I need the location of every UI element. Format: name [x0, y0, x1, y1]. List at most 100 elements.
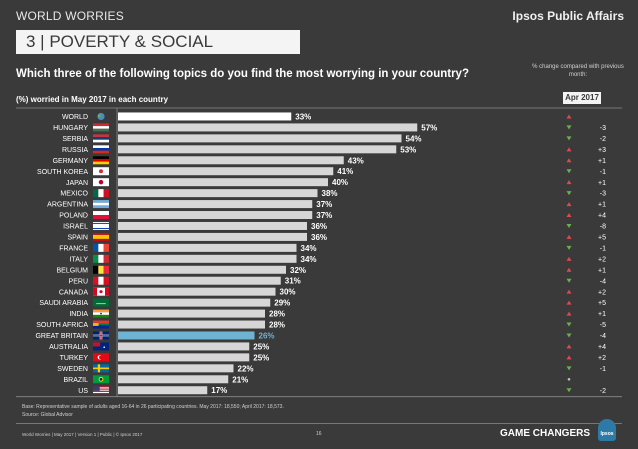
value-label: 53% — [400, 145, 416, 154]
change-label: +5 — [598, 235, 606, 242]
country-label: AUSTRALIA — [49, 344, 88, 351]
change-up-icon — [566, 267, 572, 272]
value-label: 32% — [290, 266, 306, 275]
change-label: +2 — [598, 256, 606, 263]
be-flag-icon — [93, 265, 109, 274]
tagline: GAME CHANGERS — [500, 428, 591, 439]
section-label: WORLD WORRIES — [16, 9, 124, 23]
change-up-icon — [566, 300, 572, 305]
value-label: 38% — [322, 189, 338, 198]
ca-flag-icon — [93, 287, 109, 296]
in-flag-icon — [93, 309, 109, 318]
value-label: 17% — [211, 386, 227, 395]
bar — [118, 364, 234, 373]
bar — [118, 156, 344, 165]
change-label: -3 — [600, 191, 606, 198]
hu-flag-icon — [93, 123, 109, 132]
country-label: US — [78, 388, 88, 395]
source-note: Source: Global Advisor — [22, 412, 73, 418]
bar — [118, 221, 307, 230]
bar — [118, 123, 418, 132]
value-label: 34% — [301, 244, 317, 253]
change-down-icon — [566, 388, 572, 393]
country-label: HUNGARY — [53, 125, 88, 132]
tr-flag-icon — [93, 353, 109, 362]
change-up-icon — [566, 355, 572, 360]
change-label: -1 — [600, 245, 606, 252]
change-down-icon — [566, 278, 572, 283]
bar — [118, 167, 334, 176]
change-label: +1 — [598, 267, 606, 274]
za-flag-icon — [93, 320, 109, 329]
bar — [118, 265, 286, 274]
bar — [118, 386, 208, 395]
change-down-icon — [566, 191, 572, 196]
base-note: Base: Representative sample of adults ag… — [22, 404, 284, 410]
value-label: 28% — [269, 310, 285, 319]
sa-flag-icon — [93, 298, 109, 307]
value-label: 30% — [280, 288, 296, 297]
value-label: 31% — [285, 277, 301, 286]
question-text: Which three of the following topics do y… — [16, 68, 469, 80]
bar — [118, 331, 255, 340]
change-label: +2 — [598, 289, 606, 296]
change-label: -8 — [600, 224, 606, 231]
bar — [118, 276, 281, 285]
value-label: 26% — [259, 331, 275, 340]
brand-name: Ipsos Public Affairs — [512, 9, 624, 23]
value-label: 33% — [295, 112, 311, 121]
il-flag-icon — [93, 221, 109, 230]
country-label: ARGENTINA — [47, 202, 88, 209]
change-label: -2 — [600, 388, 606, 395]
country-label: BELGIUM — [56, 267, 88, 274]
gb-flag-icon — [93, 331, 109, 340]
country-label: INDIA — [69, 311, 88, 318]
change-down-icon — [566, 169, 572, 174]
footer-divider — [16, 423, 622, 424]
kr-flag-icon — [93, 167, 109, 176]
es-flag-icon — [93, 232, 109, 241]
change-down-icon — [566, 125, 572, 130]
value-label: 41% — [337, 167, 353, 176]
change-label: +1 — [598, 158, 606, 165]
it-flag-icon — [93, 254, 109, 263]
change-label: +1 — [598, 202, 606, 209]
value-label: 36% — [311, 222, 327, 231]
rs-flag-icon — [93, 134, 109, 143]
change-up-icon — [566, 180, 572, 185]
change-label: -5 — [600, 322, 606, 329]
value-label: 57% — [421, 123, 437, 132]
change-down-icon — [566, 333, 572, 338]
bar — [118, 309, 265, 318]
mx-flag-icon — [93, 189, 109, 198]
us-flag-icon — [93, 386, 109, 395]
change-flat-icon — [567, 377, 571, 381]
change-up-icon — [566, 234, 572, 239]
change-down-icon — [566, 136, 572, 141]
change-up-icon — [566, 256, 572, 261]
change-up-icon — [566, 213, 572, 218]
change-label: -4 — [600, 333, 606, 340]
change-down-icon — [566, 322, 572, 327]
bar — [118, 353, 250, 362]
bar — [118, 232, 307, 241]
bar — [118, 145, 397, 154]
country-label: CANADA — [59, 289, 89, 296]
country-label: SPAIN — [68, 235, 89, 242]
footer-text: World Worries | May 2017 | Version 1 | P… — [22, 432, 143, 437]
bar — [118, 254, 297, 263]
change-up-icon — [566, 311, 572, 316]
change-up-icon — [566, 289, 572, 294]
period-badge: Apr 2017 — [563, 92, 601, 104]
page-number: 16 — [316, 431, 322, 437]
country-label: SOUTH KOREA — [37, 169, 88, 176]
value-label: 37% — [316, 200, 332, 209]
bar — [118, 134, 402, 143]
pl-flag-icon — [93, 211, 109, 220]
se-flag-icon — [93, 364, 109, 373]
country-label: RUSSIA — [62, 147, 88, 154]
value-label: 36% — [311, 233, 327, 242]
bar — [118, 298, 271, 307]
change-up-icon — [566, 202, 572, 207]
change-down-icon — [566, 366, 572, 371]
